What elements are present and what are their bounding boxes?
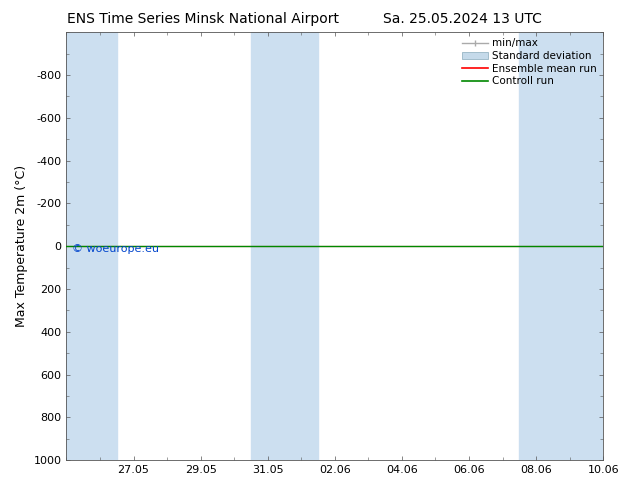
Bar bbox=[519, 32, 603, 460]
Text: © woeurope.eu: © woeurope.eu bbox=[72, 244, 158, 254]
Text: Sa. 25.05.2024 13 UTC: Sa. 25.05.2024 13 UTC bbox=[384, 12, 542, 26]
Text: ENS Time Series Minsk National Airport: ENS Time Series Minsk National Airport bbox=[67, 12, 339, 26]
Bar bbox=[251, 32, 318, 460]
Y-axis label: Max Temperature 2m (°C): Max Temperature 2m (°C) bbox=[15, 165, 28, 327]
Legend: min/max, Standard deviation, Ensemble mean run, Controll run: min/max, Standard deviation, Ensemble me… bbox=[458, 34, 601, 90]
Bar bbox=[67, 32, 117, 460]
